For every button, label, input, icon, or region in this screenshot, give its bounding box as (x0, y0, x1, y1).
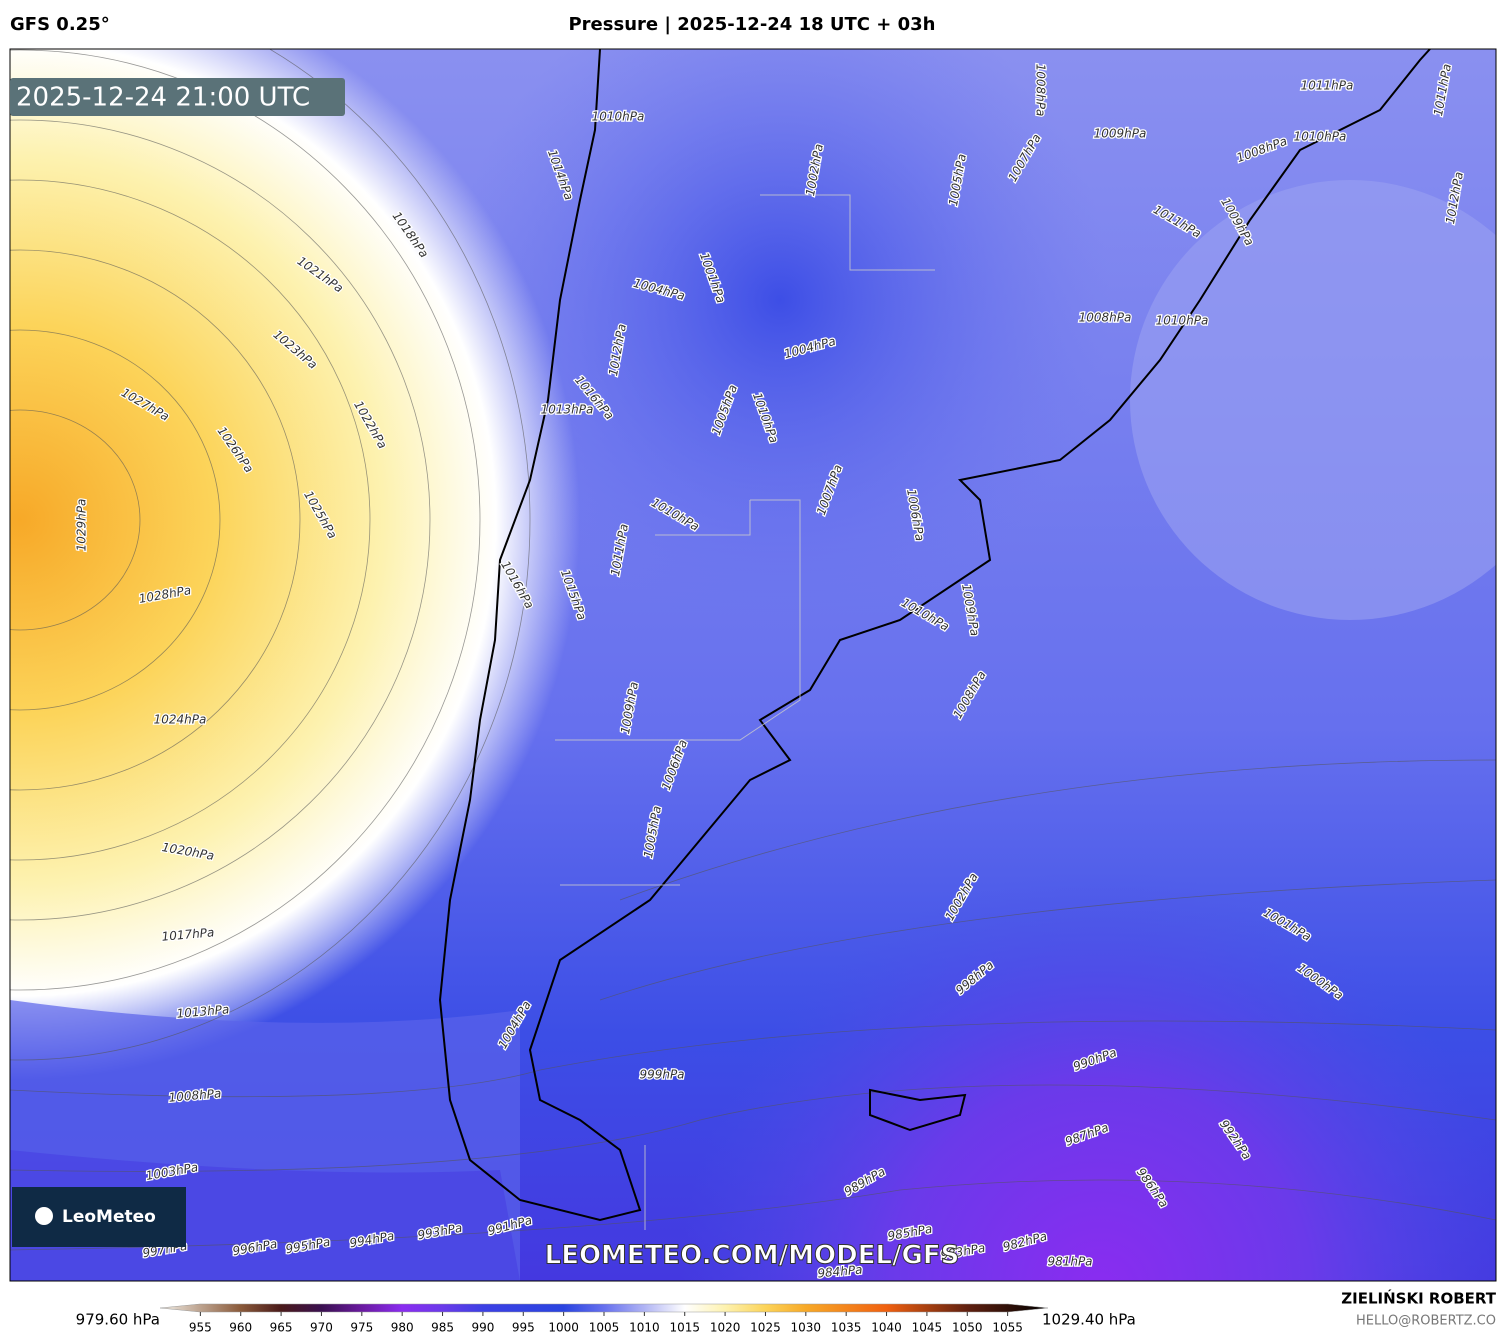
colorbar-tick-label: 1020 (710, 1321, 741, 1335)
colorbar-tick-label: 970 (310, 1321, 333, 1335)
colorbar-tick-label: 985 (431, 1321, 454, 1335)
colorbar-tick-label: 1000 (548, 1321, 579, 1335)
contour-label: 984hPa (817, 1263, 863, 1281)
watermark: LEOMETEO.COM/MODEL/GFS (545, 1241, 960, 1271)
colorbar-tick-label: 995 (512, 1321, 535, 1335)
colorbar-tick-label: 1015 (669, 1321, 700, 1335)
colorbar-tick-label: 1035 (831, 1321, 862, 1335)
contour-label: 1010hPa (1294, 130, 1347, 144)
colorbar-tick-label: 1040 (871, 1321, 902, 1335)
colorbar-tick-label: 980 (391, 1321, 414, 1335)
colorbar-bar (159, 1303, 1049, 1313)
colorbar-min: 979.60 hPa (76, 1311, 160, 1329)
colorbar-tick-label: 1045 (912, 1321, 943, 1335)
colorbar-tick-label: 1010 (629, 1321, 660, 1335)
logo-sun (35, 1207, 53, 1225)
colorbar-tick-label: 1050 (952, 1321, 983, 1335)
contour-label: 1013hPa (176, 1002, 230, 1021)
map-title: Pressure | 2025-12-24 18 UTC + 03h (568, 14, 935, 35)
contour-label: 1024hPa (154, 713, 207, 727)
contour-label: 1011hPa (1301, 79, 1354, 93)
colorbar-tick-label: 955 (189, 1321, 212, 1335)
contour-label: 999hPa (639, 1068, 684, 1082)
contour-label: 1008hPa (1079, 311, 1132, 325)
logo: LeoMeteo (62, 1207, 156, 1227)
map-field (10, 49, 1496, 1281)
email: HELLO@ROBERTZ.CO (1356, 1314, 1496, 1329)
contour-label: 1008hPa (1034, 64, 1048, 117)
contour-label: 1010hPa (1156, 314, 1209, 328)
contour-label: 981hPa (1047, 1255, 1092, 1269)
colorbar-max: 1029.40 hPa (1042, 1311, 1136, 1329)
contour-label: 1029hPa (75, 499, 89, 552)
colorbar-tick-label: 1030 (791, 1321, 822, 1335)
colorbar-tick-label: 965 (270, 1321, 293, 1335)
contour-label: 1008hPa (168, 1086, 222, 1105)
colorbar: 955 960 965 970 975 980 985 990 995 1000 1005 1010 1… (159, 1303, 1049, 1335)
contour-label: 1009hPa (1094, 127, 1147, 141)
colorbar-tick-label: 990 (471, 1321, 494, 1335)
model-name: GFS 0.25° (10, 14, 110, 35)
contour-label: 1017hPa (161, 925, 215, 944)
timestamp: 2025-12-24 21:00 UTC (16, 83, 310, 113)
timestamp-box (10, 78, 345, 116)
colorbar-tick-label: 975 (350, 1321, 373, 1335)
colorbar-tick-label: 1025 (750, 1321, 781, 1335)
colorbar-tick-label: 1005 (589, 1321, 620, 1335)
colorbar-tick-label: 960 (229, 1321, 252, 1335)
author: ZIELIŃSKI ROBERT (1341, 1289, 1496, 1308)
contour-label: 1013hPa (541, 403, 594, 417)
map-frame (9, 48, 1497, 1282)
contour-label: 1010hPa (592, 110, 645, 124)
colorbar-tick-label: 1055 (992, 1321, 1023, 1335)
